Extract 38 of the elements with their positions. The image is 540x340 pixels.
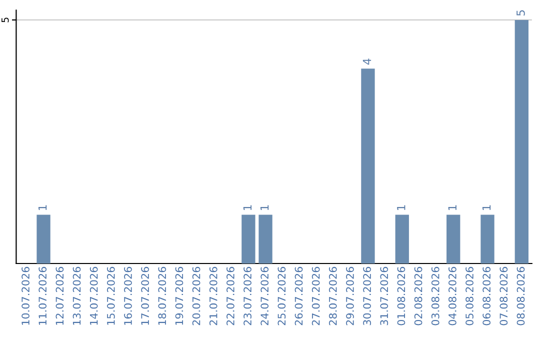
x-tick-label: 11.07.2026 — [38, 266, 47, 325]
x-tick-label: 19.07.2026 — [175, 266, 184, 325]
x-tick-label: 27.07.2026 — [312, 266, 320, 326]
x-tick-label: 17.07.2026 — [141, 266, 149, 325]
x-tick-label: 07.08.2026 — [500, 266, 508, 326]
data-label: 5 — [516, 10, 525, 16]
x-tick-label: 31.07.2026 — [380, 266, 388, 326]
data-label: 1 — [482, 205, 491, 210]
data-label: 4 — [362, 58, 372, 65]
x-tick-label: 13.07.2026 — [72, 266, 81, 325]
x-tick-label: 21.07.2026 — [209, 266, 218, 326]
x-tick-label: 20.07.2026 — [192, 266, 200, 326]
x-tick-label: 29.07.2026 — [346, 266, 354, 326]
x-tick-label: 12.07.2026 — [56, 266, 64, 325]
data-label: 1 — [448, 205, 456, 210]
x-tick-label: 05.08.2026 — [466, 266, 474, 326]
x-tick-label: 08.08.2026 — [516, 266, 525, 326]
data-label: 1 — [260, 205, 269, 210]
x-tick-label: 30.07.2026 — [363, 266, 371, 326]
x-tick-label: 06.08.2026 — [482, 266, 491, 326]
x-tick-label: 10.07.2026 — [22, 266, 30, 325]
x-tick-label: 23.07.2026 — [244, 266, 252, 326]
x-tick-label: 26.07.2026 — [294, 266, 303, 326]
x-tick-label: 04.08.2026 — [448, 266, 456, 326]
data-label: 1 — [243, 205, 252, 210]
x-tick-label: 03.08.2026 — [431, 266, 440, 326]
x-tick-label: 28.07.2026 — [328, 266, 337, 326]
x-tick-label: 24.07.2026 — [260, 266, 269, 326]
x-tick-label: 14.07.2026 — [90, 266, 98, 325]
x-tick-label: 15.07.2026 — [106, 266, 115, 325]
x-tick-label: 16.07.2026 — [124, 266, 132, 325]
data-label: 1 — [38, 205, 47, 210]
x-tick-label: 25.07.2026 — [278, 266, 286, 326]
x-tick-label: 02.08.2026 — [414, 266, 422, 326]
x-tick-label: 01.08.2026 — [397, 266, 406, 326]
data-label: 1 — [397, 205, 406, 210]
x-tick-label: 18.07.2026 — [158, 266, 166, 325]
x-tick-label: 22.07.2026 — [226, 266, 234, 326]
